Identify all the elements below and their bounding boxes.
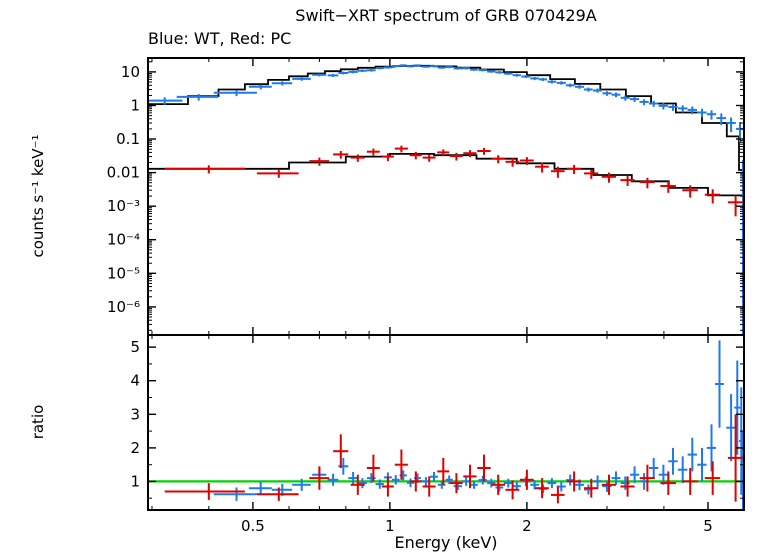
chart-title: Swift−XRT spectrum of GRB 070429A	[295, 6, 597, 25]
x-tick-labels: 0.5 1 2 5	[241, 517, 713, 535]
tick-label: 5	[130, 338, 140, 356]
tick-label: 0.1	[116, 130, 140, 148]
ratio-tick-labels: 1 2 3 4 5	[130, 338, 140, 490]
tick-label: 2	[522, 517, 532, 535]
tick-label: 1	[385, 517, 395, 535]
spectrum-tick-labels: 10 1 0.1 0.01 10⁻³ 10⁻⁴ 10⁻⁵ 10⁻⁶	[107, 63, 140, 316]
tick-label: 10⁻⁶	[107, 298, 140, 316]
tick-label: 10⁻³	[107, 197, 140, 215]
spectrum-panel: 10 1 0.1 0.01 10⁻³ 10⁻⁴ 10⁻⁵ 10⁻⁶	[107, 57, 745, 336]
tick-label: 0.01	[107, 164, 140, 182]
tick-label: 10	[121, 63, 140, 81]
tick-label: 5	[703, 517, 713, 535]
tick-label: 3	[130, 405, 140, 423]
ratio-ticks	[148, 335, 745, 510]
spectrum-frame	[147, 57, 745, 336]
pc-ratio-points	[164, 414, 743, 504]
tick-label: 1	[130, 97, 140, 115]
mode-color-legend: Blue: WT, Red: PC	[148, 29, 292, 48]
tick-label: 4	[130, 372, 140, 390]
tick-label: 2	[130, 439, 140, 457]
energy-axis-label: Energy (keV)	[394, 533, 498, 552]
ratio-panel: 1 2 3 4 5	[130, 334, 745, 511]
tick-label: 10⁻⁴	[107, 231, 140, 249]
ratio-frame	[147, 334, 745, 511]
pc-data-points	[164, 145, 743, 217]
spectrum-ticks	[148, 58, 745, 335]
wt-ratio-points	[213, 340, 744, 510]
pc-model-line	[148, 153, 744, 197]
tick-label: 1	[130, 472, 140, 490]
wt-data-points	[148, 64, 744, 335]
tick-label: 0.5	[241, 517, 265, 535]
tick-label: 10⁻⁵	[107, 264, 140, 282]
